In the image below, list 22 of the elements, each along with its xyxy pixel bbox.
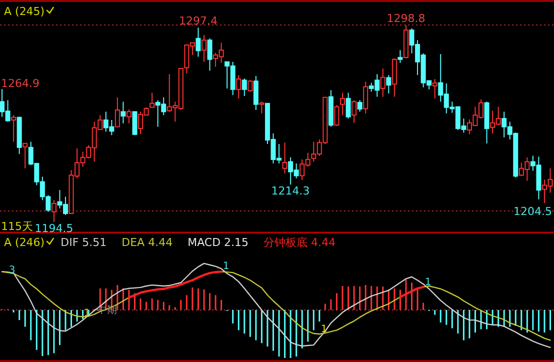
annotation: 1194.5 <box>34 222 74 235</box>
annotation: 1 <box>424 277 432 288</box>
candlestick <box>282 142 288 174</box>
annotation: 115天 <box>1 220 33 233</box>
chart-title: A (245) <box>4 5 45 18</box>
candlestick <box>363 81 368 114</box>
annotation: 1204.5 <box>514 205 552 218</box>
chart-title: A (246) <box>4 236 45 249</box>
annotation: 1 <box>222 261 230 272</box>
annotation: 1264.9 <box>1 77 40 90</box>
candlestick <box>380 68 386 98</box>
text: DEA 4.44 <box>122 236 173 249</box>
annotation: 1 <box>320 324 328 335</box>
text: DIF 5.51 <box>60 236 107 249</box>
candlestick <box>202 34 206 62</box>
annotation: 1297.4 <box>178 14 218 28</box>
annotation: 1214.3 <box>271 184 310 198</box>
text: MACD 2.15 <box>188 236 249 249</box>
candlestick <box>120 101 126 124</box>
annotation: 1298.8 <box>386 12 426 25</box>
candlestick <box>196 27 201 58</box>
text: 分钟板底 4.44 <box>264 236 336 249</box>
